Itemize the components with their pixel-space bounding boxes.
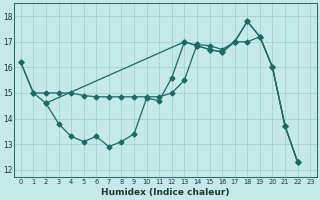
X-axis label: Humidex (Indice chaleur): Humidex (Indice chaleur) xyxy=(101,188,230,197)
